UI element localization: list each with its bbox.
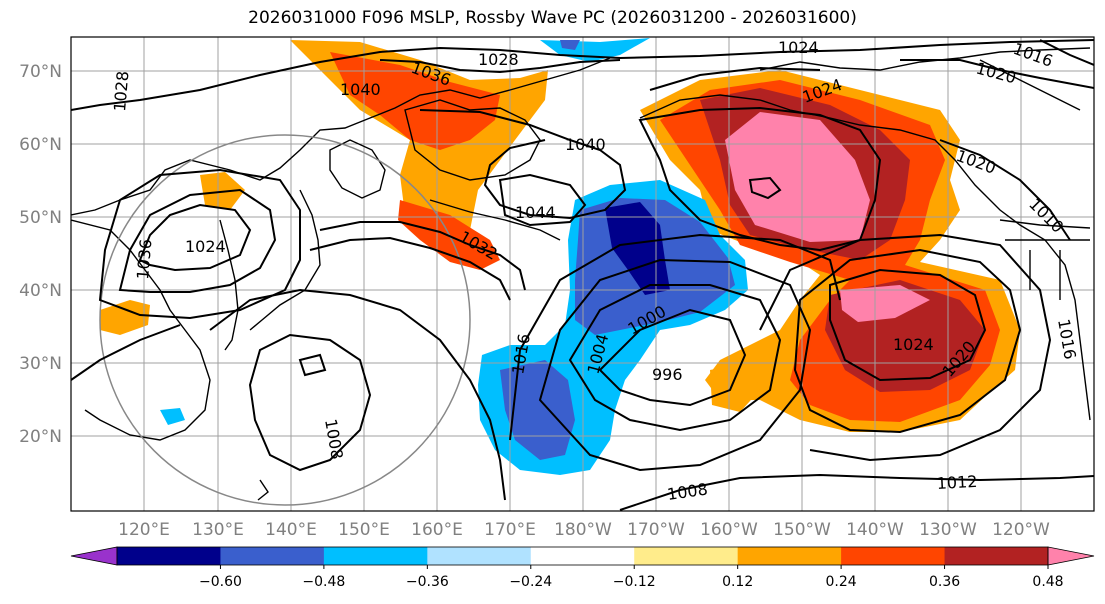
colorbar-tick-label: −0.24: [509, 574, 552, 590]
lat-label: 30°N: [19, 354, 62, 374]
contour-label: 1024: [185, 237, 226, 256]
lon-label: 170°E: [484, 520, 536, 540]
contour-label: 996: [652, 365, 683, 384]
colorbar-tick-label: −0.60: [199, 574, 242, 590]
lat-label: 70°N: [19, 62, 62, 82]
lon-label: 150°W: [773, 520, 831, 540]
lon-label: 160°E: [411, 520, 463, 540]
mslp-contours: [71, 39, 1094, 511]
lon-label: 180°W: [554, 520, 612, 540]
contour-label: 1040: [340, 80, 381, 99]
lon-label: 160°W: [700, 520, 758, 540]
colorbar: −0.60 −0.48 −0.36 −0.24 −0.12 0.12 0.24 0.36 0.4…: [70, 546, 1095, 590]
reference-circle: [99, 134, 471, 506]
map-frame: [70, 36, 1095, 512]
contour-label: 1028: [110, 70, 132, 112]
colorbar-segment: [737, 547, 842, 565]
contour-label: 1024: [778, 38, 819, 57]
colorbar-segment: [427, 547, 532, 565]
colorbar-tick-label: −0.12: [613, 574, 656, 590]
contour-label: 1024: [893, 335, 934, 354]
lat-label: 50°N: [19, 208, 62, 228]
colorbar-segment: [323, 547, 428, 565]
lon-label: 130°E: [192, 520, 244, 540]
contour-label: 1028: [478, 50, 519, 69]
lon-label: 150°E: [338, 520, 390, 540]
lon-label: 140°E: [265, 520, 317, 540]
colorbar-segment: [530, 547, 635, 565]
colorbar-extend-high: [1047, 546, 1095, 566]
contour-label: 1040: [565, 135, 606, 154]
lat-label: 20°N: [19, 427, 62, 447]
lon-label: 120°W: [992, 520, 1050, 540]
lon-label: 170°W: [627, 520, 685, 540]
lon-label: 140°W: [846, 520, 904, 540]
lon-label: 130°W: [919, 520, 977, 540]
contour-label: 1036: [133, 238, 155, 280]
colorbar-tick-label: 0.24: [826, 574, 857, 590]
colorbar-tick-label: −0.48: [302, 574, 345, 590]
contour-label: 1044: [515, 203, 556, 222]
colorbar-segment: [117, 547, 221, 565]
colorbar-segment: [634, 547, 739, 565]
colorbar-segment: [944, 547, 1049, 565]
latitude-labels: 70°N 60°N 50°N 40°N 30°N 20°N: [19, 62, 62, 447]
lat-label: 60°N: [19, 135, 62, 155]
colorbar-tick-label: −0.36: [406, 574, 449, 590]
contour-label: 1012: [936, 472, 978, 493]
colorbar-tick-label: 0.48: [1032, 574, 1063, 590]
colorbar-segment: [841, 547, 946, 565]
negative-anomaly-regions: [160, 38, 748, 475]
colorbar-tick-label: 0.12: [722, 574, 753, 590]
positive-anomaly-regions: [100, 40, 1020, 432]
colorbar-tick-label: 0.36: [929, 574, 960, 590]
colorbar-frame: [116, 546, 1049, 566]
map-area: 1036 1040 1028 1024 1016 1020 1024 1028 …: [71, 37, 1094, 511]
lat-label: 40°N: [19, 281, 62, 301]
longitude-labels: 120°E 130°E 140°E 150°E 160°E 170°E 180°…: [118, 520, 1050, 540]
colorbar-segment: [220, 547, 325, 565]
lon-label: 120°E: [118, 520, 170, 540]
map-title: 2026031000 F096 MSLP, Rossby Wave PC (20…: [248, 8, 857, 28]
colorbar-extend-low: [70, 546, 118, 566]
